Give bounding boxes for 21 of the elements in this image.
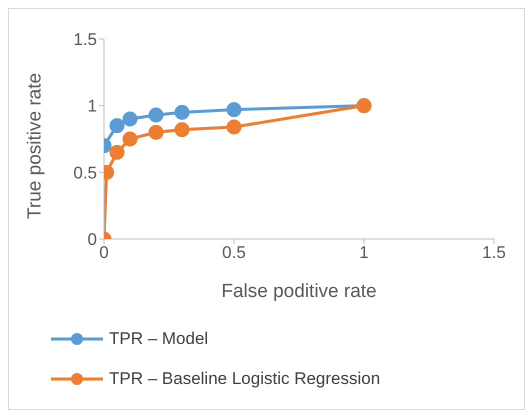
y-tick-label: 1 (88, 96, 97, 116)
point (148, 124, 164, 140)
x-tick-label: 1.5 (482, 243, 506, 262)
x-axis-title: False poditive rate (221, 281, 377, 302)
point (174, 122, 190, 138)
point (226, 102, 242, 118)
x-tick-label: 1 (359, 243, 369, 262)
y-tick-label: 0 (88, 230, 97, 250)
y-axis-title: True positive rate (24, 72, 46, 219)
legend-label: TPR – Model (109, 329, 208, 349)
point (122, 132, 138, 146)
point (110, 118, 124, 134)
x-tick-label: 0.5 (222, 243, 246, 262)
legend-label: TPR – Baseline Logistic Regression (109, 369, 380, 389)
point (122, 112, 138, 126)
y-tick-label: 0.5 (73, 163, 97, 182)
point (174, 104, 190, 120)
point (226, 120, 242, 134)
y-tick-label: 1.5 (73, 30, 97, 50)
point (148, 108, 164, 122)
point (110, 144, 124, 160)
